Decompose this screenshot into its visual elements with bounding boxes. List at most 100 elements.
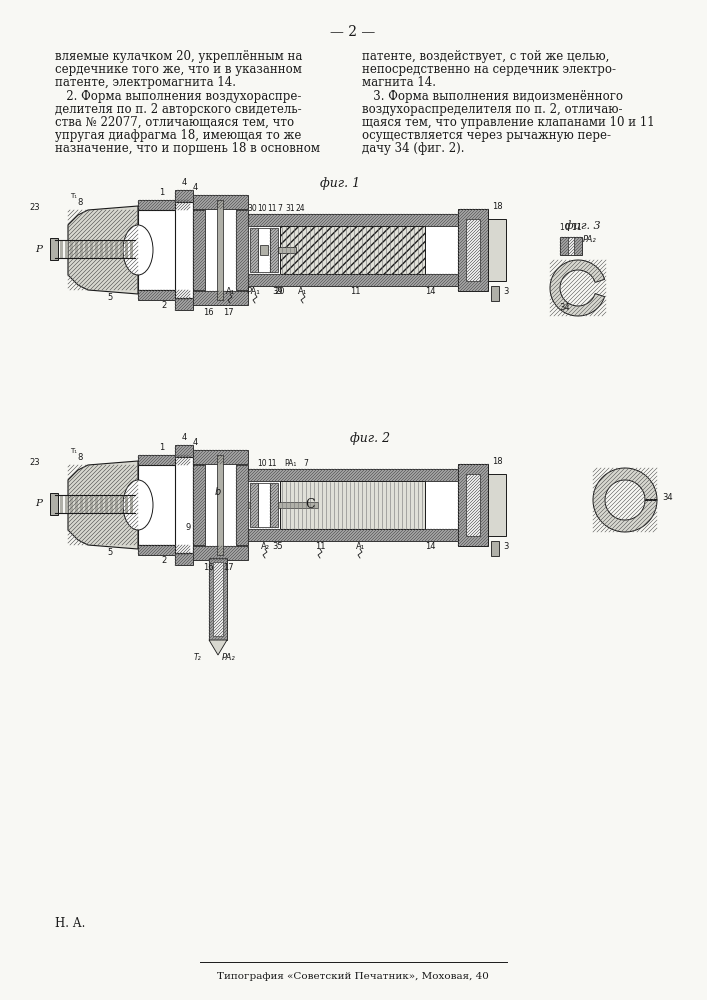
Text: 9: 9: [185, 523, 191, 532]
Polygon shape: [593, 468, 657, 532]
Text: Типография «Советский Печатник», Моховая, 40: Типография «Советский Печатник», Моховая…: [217, 972, 489, 981]
Text: 7: 7: [303, 459, 308, 468]
Bar: [280, 226, 425, 274]
Ellipse shape: [123, 225, 153, 275]
Bar: [248, 502, 318, 508]
Text: 4: 4: [182, 433, 187, 442]
Text: дачу 34 (фиг. 2).: дачу 34 (фиг. 2).: [362, 142, 464, 155]
Bar: [55, 495, 58, 513]
Bar: [193, 195, 248, 209]
Polygon shape: [68, 461, 138, 549]
Text: 16: 16: [203, 308, 214, 317]
Bar: [213, 562, 223, 636]
Bar: [70, 240, 73, 258]
Bar: [80, 240, 83, 258]
Text: магнита 14.: магнита 14.: [362, 76, 436, 89]
Text: фиг. 3: фиг. 3: [565, 220, 601, 231]
Bar: [130, 240, 133, 258]
Text: PA₂: PA₂: [583, 235, 597, 244]
Bar: [110, 495, 113, 513]
Bar: [105, 495, 108, 513]
Bar: [130, 495, 133, 513]
Bar: [55, 240, 58, 258]
Bar: [60, 495, 63, 513]
Text: непосредственно на сердечник электро-: непосредственно на сердечник электро-: [362, 63, 616, 76]
Bar: [120, 495, 123, 513]
Text: 3: 3: [503, 287, 509, 296]
Bar: [209, 558, 227, 640]
Text: 16: 16: [203, 563, 214, 572]
Text: PA₁: PA₁: [246, 287, 260, 296]
Text: P: P: [35, 244, 42, 253]
Text: b: b: [215, 487, 221, 497]
Text: 18: 18: [491, 202, 502, 211]
Bar: [258, 483, 270, 527]
Text: 4: 4: [182, 178, 187, 187]
Polygon shape: [550, 260, 604, 316]
Bar: [458, 209, 488, 291]
Text: щаяся тем, что управление клапанами 10 и 11: щаяся тем, что управление клапанами 10 и…: [362, 116, 655, 129]
Text: 14: 14: [425, 287, 436, 296]
Text: 10: 10: [257, 204, 267, 213]
Bar: [90, 240, 93, 258]
Text: назначение, что и поршень 18 в основном: назначение, что и поршень 18 в основном: [55, 142, 320, 155]
Bar: [138, 455, 190, 465]
Bar: [100, 495, 103, 513]
Bar: [85, 240, 88, 258]
Text: 17: 17: [223, 308, 233, 317]
Bar: [488, 474, 506, 536]
Text: P: P: [35, 499, 42, 508]
Bar: [60, 240, 63, 258]
Bar: [75, 240, 78, 258]
Bar: [125, 495, 128, 513]
Text: 10 11: 10 11: [560, 223, 581, 232]
Text: патенте, электромагнита 14.: патенте, электромагнита 14.: [55, 76, 236, 89]
Bar: [175, 298, 193, 310]
Bar: [100, 240, 103, 258]
Bar: [75, 495, 78, 513]
Text: PA₂: PA₂: [222, 653, 235, 662]
Bar: [70, 495, 73, 513]
Text: осуществляется через рычажную пере-: осуществляется через рычажную пере-: [362, 129, 611, 142]
Text: 11: 11: [315, 542, 325, 551]
Ellipse shape: [123, 480, 153, 530]
Text: 24: 24: [296, 204, 305, 213]
Bar: [248, 214, 458, 226]
Bar: [248, 481, 458, 529]
Bar: [193, 210, 205, 290]
Bar: [205, 209, 236, 291]
Bar: [138, 545, 190, 555]
Text: вляемые кулачком 20, укреплённым на: вляемые кулачком 20, укреплённым на: [55, 50, 303, 63]
Bar: [193, 546, 248, 560]
Bar: [466, 219, 480, 281]
Text: 11: 11: [267, 204, 276, 213]
Bar: [466, 474, 480, 536]
Text: Н. А.: Н. А.: [55, 917, 86, 930]
Text: 20: 20: [275, 287, 285, 296]
Text: 23: 23: [30, 458, 40, 467]
Bar: [65, 495, 68, 513]
Bar: [248, 529, 458, 541]
Text: фиг. 1: фиг. 1: [320, 177, 360, 190]
Text: A₁: A₁: [298, 287, 307, 296]
Polygon shape: [209, 640, 227, 655]
Bar: [138, 290, 190, 300]
Text: 8: 8: [77, 198, 83, 207]
Bar: [193, 465, 205, 545]
Bar: [80, 495, 83, 513]
Text: сердечнике того же, что и в указанном: сердечнике того же, что и в указанном: [55, 63, 302, 76]
Bar: [217, 200, 223, 300]
Bar: [115, 495, 118, 513]
Bar: [248, 274, 458, 286]
Text: A₂: A₂: [260, 542, 269, 551]
Bar: [50, 493, 58, 515]
Bar: [115, 240, 118, 258]
Bar: [175, 553, 193, 565]
Text: 18: 18: [491, 457, 502, 466]
Text: 31: 31: [285, 204, 295, 213]
Text: 8: 8: [77, 453, 83, 462]
Text: 7: 7: [278, 204, 282, 213]
Text: PA₁: PA₁: [284, 459, 296, 468]
Text: ства № 22077, отличающаяся тем, что: ства № 22077, отличающаяся тем, что: [55, 116, 294, 129]
Bar: [125, 240, 128, 258]
